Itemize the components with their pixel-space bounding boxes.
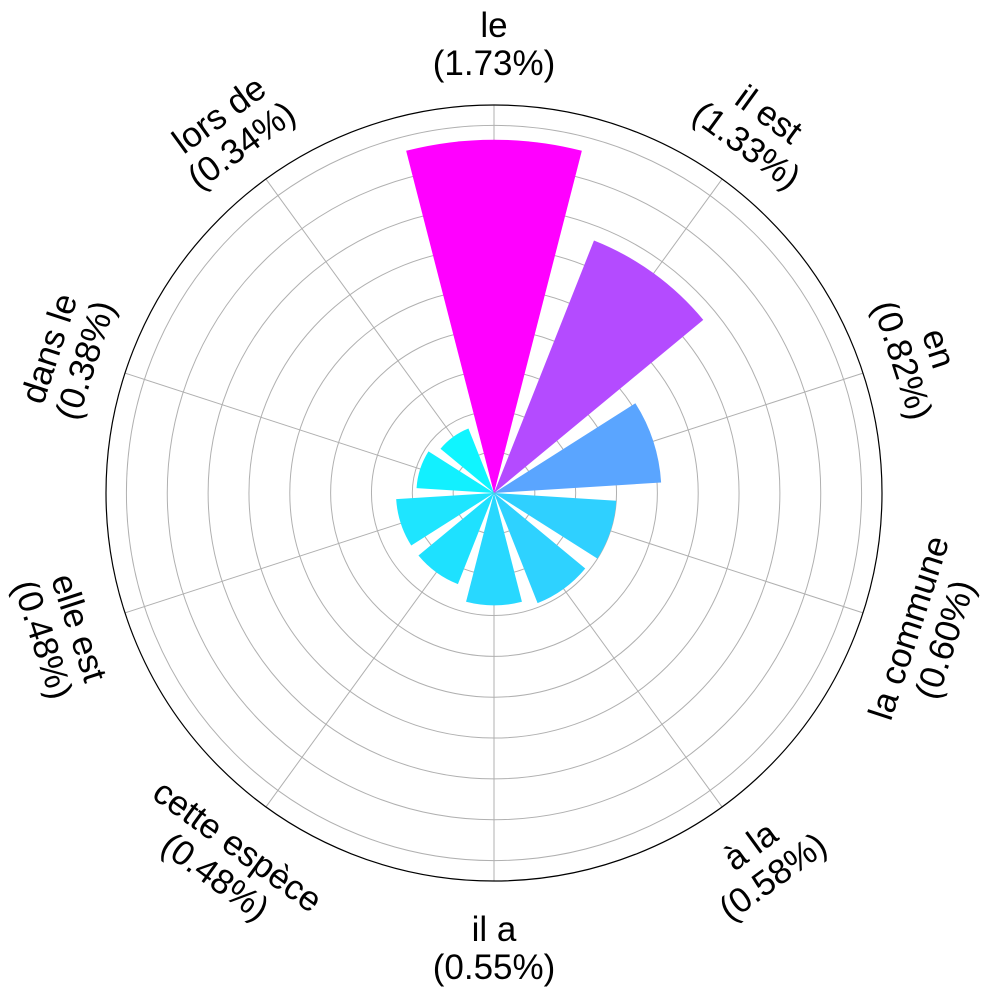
bar-elle-est: [396, 493, 494, 546]
category-percent: (0.55%): [433, 948, 556, 987]
bar-la-commune: [494, 493, 617, 559]
bar-il-est: [494, 240, 704, 493]
category-name: le: [480, 6, 507, 45]
category-label: dans le(0.38%): [13, 289, 123, 425]
bar-cette-espèce: [418, 493, 494, 585]
bar-lors-de: [440, 428, 494, 493]
category-label: elle est(0.48%): [5, 569, 114, 704]
category-percent: (1.73%): [433, 44, 556, 83]
bar-dans-le: [416, 451, 494, 493]
category-label: il a(0.55%): [433, 910, 556, 987]
category-name: il a: [472, 910, 517, 949]
bar-il-a: [466, 493, 522, 606]
category-label: la commune(0.60%): [861, 531, 983, 724]
polar-frame: [105, 104, 883, 882]
category-label: en(0.82%): [865, 296, 963, 425]
category-label: il est(1.33%): [685, 78, 809, 197]
bar-à-la: [494, 493, 586, 604]
bars: [396, 139, 704, 606]
category-label: lors de(0.34%): [165, 68, 302, 197]
bar-le: [406, 139, 582, 494]
bar-en: [494, 403, 662, 493]
category-label: le(1.73%): [433, 6, 556, 83]
category-label: cette espèce(0.48%): [146, 772, 329, 929]
